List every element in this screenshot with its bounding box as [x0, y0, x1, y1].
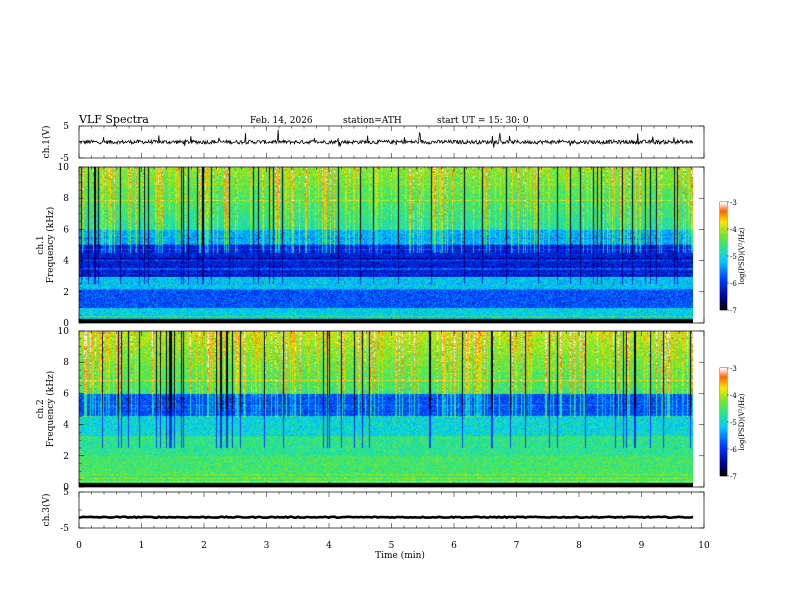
x-tick-label: 3 [264, 541, 270, 551]
x-tick-label: 6 [451, 541, 457, 551]
x-tick-label: 1 [139, 541, 145, 551]
ch2-spectrogram-ytick-label: 4 [63, 421, 69, 431]
ch1-spectrogram-panel [79, 167, 693, 323]
ch2-spectrogram-ytick-label: 0 [63, 483, 69, 493]
x-tick-label: 0 [76, 541, 82, 551]
x-tick-label: 10 [698, 541, 710, 551]
ch1-waveform-ylabel: ch.1(V) [41, 126, 52, 159]
station-label: station=ATH [343, 116, 402, 126]
figure-title: VLF Spectra [78, 113, 149, 126]
x-tick-label: 2 [201, 541, 207, 551]
ch1-spectrogram-ylabel: Frequency (kHz) [45, 207, 56, 284]
ch1-colorbar-gradient [720, 202, 727, 310]
ch2-colorbar-label: log(PSD)(V²/Hz) [738, 393, 746, 450]
ch3-waveform-frame [78, 491, 705, 529]
start-time-label: start UT = 15: 30: 0 [437, 116, 529, 126]
ch1-colorbar-tick-label: -6 [730, 280, 737, 288]
date-label: Feb. 14, 2026 [250, 116, 313, 126]
ch2-spectrogram-ylabel: Frequency (kHz) [45, 371, 56, 448]
x-tick-label: 7 [514, 541, 520, 551]
ch2-spectrogram-image [79, 331, 693, 487]
ch2-colorbar [720, 368, 727, 476]
ch2-colorbar-tick-label: -6 [730, 446, 737, 454]
ch2-spectrogram-ytick-label: 8 [63, 358, 69, 368]
x-tick-label: 5 [389, 541, 395, 551]
ch1-colorbar-tick-label: -7 [730, 307, 737, 315]
x-tick-label: 4 [326, 541, 332, 551]
ch2-spectrogram-ylabel: ch.2 [36, 399, 46, 418]
ch2-spectrogram-ytick-label: 10 [58, 327, 70, 337]
ch1-colorbar-tick-label: -3 [730, 199, 737, 207]
ch1-spectrogram-ylabel: ch.1 [36, 235, 46, 254]
x-axis-label: Time (min) [375, 550, 425, 561]
ch1-spectrogram-ytick-label: 6 [63, 225, 69, 235]
ch2-colorbar-tick-label: -7 [730, 473, 737, 481]
ch1-spectrogram-ytick-label: 2 [63, 288, 69, 298]
ch2-colorbar-tick-label: -5 [730, 419, 737, 427]
ch3-waveform-ylabel: ch.3(V) [41, 494, 52, 527]
x-tick-label: 8 [576, 541, 582, 551]
ch1-colorbar [720, 202, 727, 310]
ch1-colorbar-label: log(PSD)(V²/Hz) [738, 227, 746, 284]
ch2-colorbar-tick-label: -3 [730, 365, 737, 373]
ch2-spectrogram-panel [79, 331, 693, 487]
ch2-colorbar-gradient [720, 368, 727, 476]
ch1-waveform-trace [78, 129, 694, 148]
ch2-spectrogram-ytick-label: 6 [63, 389, 69, 399]
ch2-spectrogram-ytick-label: 2 [63, 452, 69, 462]
ch1-spectrogram-ytick-label: 4 [63, 257, 69, 267]
ch1-waveform-ytick-label: 5 [63, 122, 69, 132]
ch1-spectrogram-ytick-label: 8 [63, 194, 69, 204]
ch3-waveform-ytick-label: -5 [60, 524, 69, 534]
x-tick-label: 9 [639, 541, 645, 551]
ch1-waveform-ytick-label: -5 [60, 154, 69, 164]
ch3-waveform-ytick-label: 5 [63, 488, 69, 498]
ch1-colorbar-tick-label: -4 [730, 226, 737, 234]
ch1-colorbar-tick-label: -5 [730, 253, 737, 261]
ch1-spectrogram-image [79, 167, 693, 323]
ch2-colorbar-tick-label: -4 [730, 392, 737, 400]
ch3-waveform-trace [78, 515, 694, 520]
ch1-spectrogram-ytick-label: 10 [58, 163, 70, 173]
ch1-spectrogram-ytick-label: 0 [63, 319, 69, 329]
